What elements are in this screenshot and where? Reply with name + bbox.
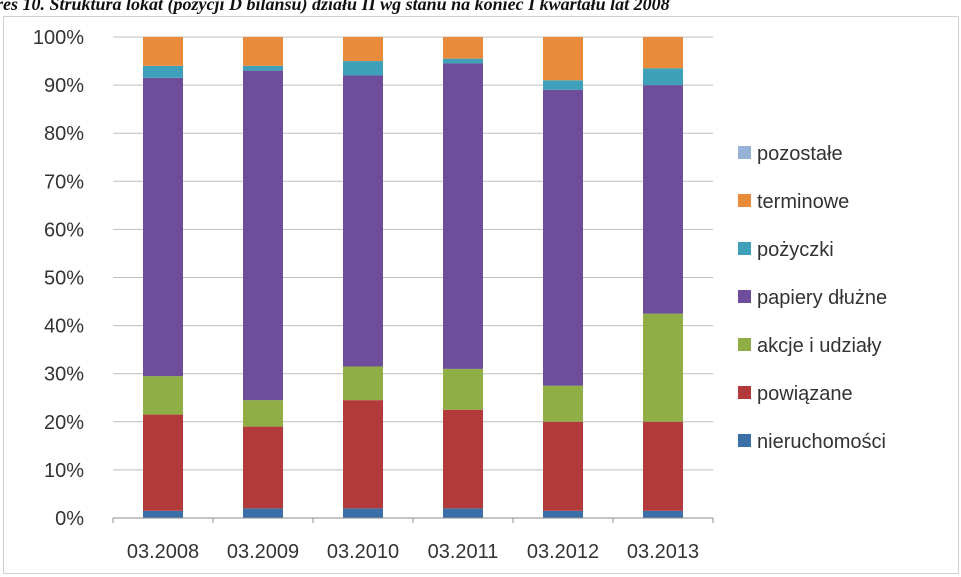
y-tick-label: 30% xyxy=(44,364,84,386)
y-tick-label: 40% xyxy=(44,316,84,338)
x-tick-label: 03.2010 xyxy=(327,541,399,563)
bar-segment-akcje-i-udzialy-03-2011 xyxy=(443,368,483,410)
legend-label-powiazane: powiązane xyxy=(757,383,853,405)
bar-segment-papiery-dluzne-03-2013 xyxy=(643,85,683,314)
bar-segment-akcje-i-udzialy-03-2010 xyxy=(343,366,383,401)
bar-segment-pozyczki-03-2008 xyxy=(143,65,183,78)
chart-border xyxy=(3,16,959,574)
bar-segment-terminowe-03-2009 xyxy=(243,37,283,66)
bar-segment-nieruchomosci-03-2013 xyxy=(643,510,683,518)
bar-segment-akcje-i-udzialy-03-2009 xyxy=(243,400,283,427)
y-tick-label: 20% xyxy=(44,412,84,434)
bar-segment-terminowe-03-2012 xyxy=(543,37,583,81)
axis-layer: 0% 10% 20% 30% 40% 50% 60% 70% 80% 90% 100% 03.2008… xyxy=(33,27,714,563)
legend-label-terminowe: terminowe xyxy=(757,191,849,213)
legend-label-pozyczki: pożyczki xyxy=(757,239,834,261)
bar-segment-pozyczki-03-2011 xyxy=(443,58,483,64)
x-tick-label: 03.2008 xyxy=(127,541,199,563)
bar-segment-terminowe-03-2008 xyxy=(143,37,183,66)
legend-label-papiery-dluzne: papiery dłużne xyxy=(757,287,887,309)
bar-segment-pozyczki-03-2009 xyxy=(243,65,283,71)
x-tick-label: 03.2013 xyxy=(627,541,699,563)
x-tick-label: 03.2011 xyxy=(428,541,499,563)
bars-layer xyxy=(143,37,683,518)
y-tick-label: 100% xyxy=(33,27,84,49)
bar-segment-pozyczki-03-2013 xyxy=(643,68,683,86)
legend-swatch-papiery-dluzne xyxy=(738,290,751,303)
x-tick-label: 03.2012 xyxy=(527,541,599,563)
bar-segment-pozyczki-03-2012 xyxy=(543,80,583,90)
bar-segment-pozyczki-03-2010 xyxy=(343,61,383,76)
bar-segment-powiazane-03-2008 xyxy=(143,414,183,511)
legend-swatch-pozostale xyxy=(738,146,751,159)
y-tick-label: 0% xyxy=(55,508,84,530)
chart-title: res 10. Struktura lokat (pozycji D bilan… xyxy=(0,0,670,15)
bar-segment-terminowe-03-2013 xyxy=(643,37,683,69)
bar-segment-terminowe-03-2010 xyxy=(343,37,383,62)
bar-segment-papiery-dluzne-03-2012 xyxy=(543,89,583,386)
bar-segment-powiazane-03-2010 xyxy=(343,400,383,509)
bar-segment-akcje-i-udzialy-03-2013 xyxy=(643,313,683,422)
bar-segment-nieruchomosci-03-2011 xyxy=(443,508,483,518)
y-tick-label: 60% xyxy=(44,219,84,241)
legend-swatch-akcje-i-udzialy xyxy=(738,338,751,351)
legend-swatch-terminowe xyxy=(738,194,751,207)
y-tick-label: 70% xyxy=(44,171,84,193)
bar-segment-papiery-dluzne-03-2010 xyxy=(343,75,383,367)
bar-segment-powiazane-03-2013 xyxy=(643,421,683,511)
bar-segment-powiazane-03-2011 xyxy=(443,409,483,509)
bar-segment-akcje-i-udzialy-03-2012 xyxy=(543,385,583,422)
bar-segment-papiery-dluzne-03-2009 xyxy=(243,70,283,401)
bar-segment-nieruchomosci-03-2010 xyxy=(343,508,383,518)
bar-segment-papiery-dluzne-03-2008 xyxy=(143,77,183,377)
legend-swatch-pozyczki xyxy=(738,242,751,255)
legend-label-nieruchomosci: nieruchomości xyxy=(757,431,886,453)
legend-label-akcje-i-udzialy: akcje i udziały xyxy=(757,335,882,357)
x-tick-label: 03.2009 xyxy=(227,541,299,563)
bar-segment-nieruchomosci-03-2008 xyxy=(143,510,183,518)
bar-segment-nieruchomosci-03-2012 xyxy=(543,510,583,518)
bar-segment-akcje-i-udzialy-03-2008 xyxy=(143,376,183,415)
y-tick-label: 90% xyxy=(44,75,84,97)
y-tick-label: 10% xyxy=(44,460,84,482)
bar-segment-nieruchomosci-03-2009 xyxy=(243,508,283,518)
bar-segment-powiazane-03-2012 xyxy=(543,421,583,511)
y-tick-label: 50% xyxy=(44,268,84,290)
legend-swatch-powiazane xyxy=(738,386,751,399)
legend-label-pozostale: pozostałe xyxy=(757,143,843,165)
legend-swatch-nieruchomosci xyxy=(738,434,751,447)
y-tick-label: 80% xyxy=(44,123,84,145)
bar-segment-terminowe-03-2011 xyxy=(443,37,483,59)
bar-segment-powiazane-03-2009 xyxy=(243,426,283,509)
legend: pozostałe terminowe pożyczki papiery dłużne… xyxy=(738,143,887,453)
bar-segment-papiery-dluzne-03-2011 xyxy=(443,63,483,369)
